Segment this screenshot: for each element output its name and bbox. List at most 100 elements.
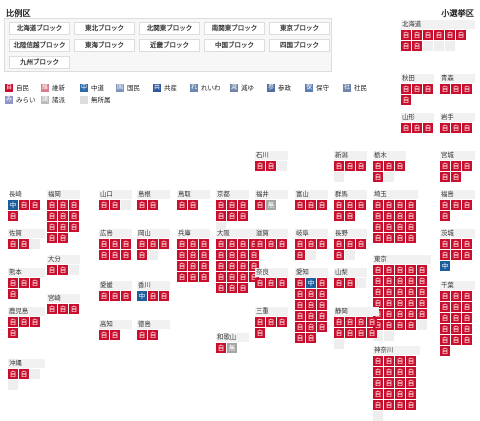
block-button-kitakanto[interactable]: 北関東ブロック [139, 22, 200, 35]
seat-cell: 自 [451, 172, 461, 182]
prefecture-千葉[interactable]: 千葉自自自自自自自自自自自自自自自自 [440, 281, 475, 356]
proportional-heading: 比例区 [6, 8, 31, 18]
prefecture-埼玉[interactable]: 埼玉自自自自自自自自自自自自自自自自 [373, 190, 418, 243]
seat-cell: 自 [99, 200, 109, 210]
seat-cell: 自 [406, 287, 416, 297]
prefecture-大分[interactable]: 大分自自 [47, 255, 80, 275]
seat-cell: 自 [317, 322, 327, 332]
prefecture-石川[interactable]: 石川自自 [255, 151, 288, 171]
block-button-tokai[interactable]: 東海ブロック [74, 39, 135, 52]
block-button-tohoku[interactable]: 東北ブロック [74, 22, 135, 35]
prefecture-京都[interactable]: 京都自自自自自自 [216, 190, 249, 232]
prefecture-宮崎[interactable]: 宮崎自自自 [47, 294, 80, 314]
prefecture-福島[interactable]: 福島自自自自 [440, 190, 475, 221]
seat-grid: 自自自自自自 [216, 199, 249, 232]
seat-cell: 自 [188, 261, 198, 271]
seat-cell: 自 [462, 161, 472, 171]
prefecture-山形[interactable]: 山形自自自 [401, 113, 434, 133]
seat-cell: 自 [356, 328, 366, 338]
prefecture-新潟[interactable]: 新潟自自自 [334, 151, 367, 182]
seat-cell: 自 [295, 250, 305, 260]
seat-cell: 自 [47, 211, 57, 221]
prefecture-山梨[interactable]: 山梨自自 [334, 268, 367, 288]
prefecture-name: 長崎 [9, 190, 22, 198]
block-button-hokkaido[interactable]: 北海道ブロック [9, 22, 70, 35]
prefecture-静岡[interactable]: 静岡自自自自自自自自 [334, 307, 379, 349]
prefecture-島根[interactable]: 島根自自 [137, 190, 170, 210]
block-button-chugoku[interactable]: 中国ブロック [204, 39, 265, 52]
seat-cell: 自 [188, 272, 198, 282]
prefecture-宮城[interactable]: 宮城自自自自自 [440, 151, 475, 182]
prefecture-name: 鳥取 [177, 190, 210, 199]
prefecture-香川[interactable]: 香川中自自 [137, 281, 170, 301]
seat-cell: 自 [148, 330, 158, 340]
block-button-shikoku[interactable]: 四国ブロック [269, 39, 330, 52]
prefecture-沖縄[interactable]: 沖縄自自 [8, 359, 45, 390]
seat-grid: 自自自自 [295, 238, 328, 260]
seat-cell: 自 [216, 200, 226, 210]
seat-cell: 自 [406, 389, 416, 399]
prefecture-福岡[interactable]: 福岡自自自自自自自自自自自 [47, 190, 80, 243]
prefecture-広島[interactable]: 広島自自自自自自 [99, 229, 132, 260]
prefecture-滋賀[interactable]: 滋賀自自自 [255, 229, 288, 249]
seat-cell: 自 [401, 30, 411, 40]
seat-cell [373, 411, 383, 421]
prefecture-大阪[interactable]: 大阪自自自自自自自自自自自自自自自自自自自 [216, 229, 261, 293]
prefecture-高知[interactable]: 高知自自 [99, 320, 132, 340]
block-button-tokyo[interactable]: 東京ブロック [269, 22, 330, 35]
prefecture-秋田[interactable]: 秋田自自自自 [401, 74, 434, 105]
prefecture-長崎[interactable]: 長崎中自自自 [8, 190, 45, 221]
seat-cell: 自 [356, 200, 366, 210]
seat-cell: 自 [395, 287, 405, 297]
prefecture-奈良[interactable]: 奈良自自自 [255, 268, 288, 288]
prefecture-茨城[interactable]: 茨城自自自自自自中 [440, 229, 475, 271]
prefecture-name: 青森 [440, 74, 475, 83]
prefecture-岡山[interactable]: 岡山自自自自 [137, 229, 170, 260]
seat-cell: 自 [30, 200, 40, 210]
seat-cell: 自 [148, 239, 158, 249]
prefecture-岐阜[interactable]: 岐阜自自自自 [295, 229, 328, 260]
prefecture-神奈川[interactable]: 神奈川自自自自自自自自自自自自自自自自自自自自 [373, 346, 420, 421]
prefecture-群馬[interactable]: 群馬自自自自自 [334, 190, 367, 221]
seat-cell [8, 380, 18, 390]
prefecture-富山[interactable]: 富山自自自 [295, 190, 328, 210]
seat-cell: 自 [440, 200, 450, 210]
prefecture-北海道[interactable]: 北海道自自自自自自自自 [401, 20, 475, 51]
prefecture-熊本[interactable]: 熊本自自自自 [8, 268, 45, 299]
seat-cell: 自 [451, 291, 461, 301]
seat-grid: 自自自自自 [440, 160, 475, 182]
seat-cell: 自 [277, 317, 287, 327]
seat-cell: 自 [373, 287, 383, 297]
legend-swatch: 保 [305, 84, 313, 92]
seat-cell: 自 [401, 123, 411, 133]
prefecture-徳島[interactable]: 徳島自自 [137, 320, 170, 340]
seat-cell [345, 250, 355, 260]
prefecture-岩手[interactable]: 岩手自自自 [440, 113, 475, 133]
block-button-minamikanto[interactable]: 南関東ブロック [204, 22, 265, 35]
prefecture-愛知[interactable]: 愛知自中自自自自自自自自自自自自自自自 [295, 268, 328, 343]
prefecture-青森[interactable]: 青森自自自 [440, 74, 475, 94]
prefecture-愛媛[interactable]: 愛媛自自自 [99, 281, 132, 301]
block-button-kinki[interactable]: 近畿ブロック [139, 39, 200, 52]
prefecture-栃木[interactable]: 栃木自自自自 [373, 151, 406, 182]
prefecture-鳥取[interactable]: 鳥取自自 [177, 190, 210, 210]
seat-cell: 自 [423, 123, 433, 133]
block-button-kyushu[interactable]: 九州ブロック [9, 56, 70, 69]
prefecture-鹿児島[interactable]: 鹿児島自自自自 [8, 307, 45, 338]
block-button-hokuriku[interactable]: 北陸信越ブロック [9, 39, 70, 52]
prefecture-山口[interactable]: 山口自自 [99, 190, 132, 210]
prefecture-兵庫[interactable]: 兵庫自自自自自自自自自自自自 [177, 229, 210, 282]
seat-cell: 自 [19, 239, 29, 249]
prefecture-name: 広島 [99, 229, 132, 238]
prefecture-東京[interactable]: 東京自自自自自自自自自自自自自自自自自自自自自自自自自自自自自 [373, 255, 431, 341]
seat-cell: 自 [69, 304, 79, 314]
legend-swatch: 維 [41, 84, 49, 92]
prefecture-福井[interactable]: 福井自無 [255, 190, 288, 210]
seat-cell: 自 [8, 317, 18, 327]
prefecture-和歌山[interactable]: 和歌山自無 [216, 333, 249, 353]
seat-cell: 自 [317, 278, 327, 288]
legend-swatch: れ [190, 84, 198, 92]
prefecture-三重[interactable]: 三重自自自自 [255, 307, 288, 338]
prefecture-佐賀[interactable]: 佐賀自自 [8, 229, 45, 249]
prefecture-長野[interactable]: 長野自自自自 [334, 229, 367, 260]
